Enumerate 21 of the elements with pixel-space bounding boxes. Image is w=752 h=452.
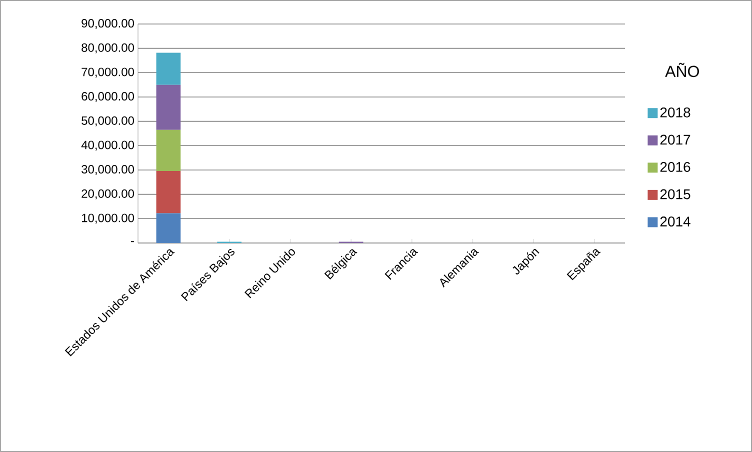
legend-label: 2015 [660,189,690,200]
legend-label: 2017 [660,134,690,145]
y-tick-label: 40,000.00 [81,140,134,151]
y-tick-label: 50,000.00 [82,116,134,126]
legend-label: 2016 [660,162,690,172]
legend-label: 2018 [660,107,690,118]
y-tick-label: 70,000.00 [82,68,134,78]
bar [156,213,181,243]
y-tick-label: 10,000.00 [82,214,134,224]
legend-label: 2014 [660,216,690,226]
legend-title: AÑO [665,62,699,78]
bar [156,130,181,171]
y-tick-label: 30,000.00 [82,165,134,175]
bar [156,170,181,214]
bar [156,52,181,85]
y-tick-label: 20,000.00 [82,189,134,200]
y-tick-label: 60,000.00 [82,92,134,102]
y-tick-label: 80,000.00 [82,43,134,54]
y-tick-label: 90,000.00 [82,19,134,29]
bar [156,84,181,130]
y-tick-label: - [131,241,134,242]
